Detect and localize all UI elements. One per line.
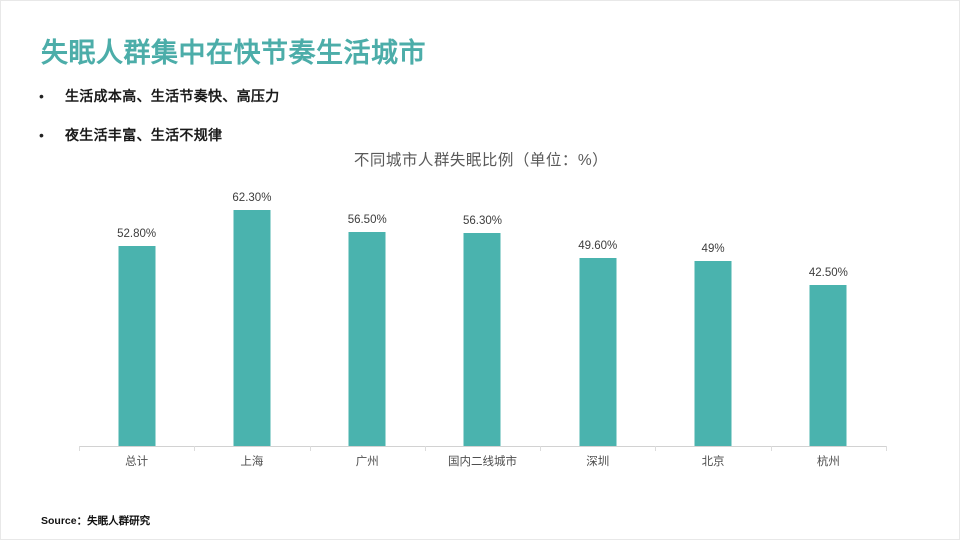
x-axis-category-label: 杭州 [816, 456, 840, 468]
bar[interactable] [809, 285, 847, 446]
bar-slot: 52.80% [79, 181, 194, 446]
x-axis-category-label: 上海 [240, 456, 264, 468]
x-axis-category-label: 深圳 [586, 456, 610, 468]
bar-slot: 49.60% [540, 181, 655, 446]
bullet-marker-icon: • [39, 88, 44, 104]
x-axis-category-label: 北京 [701, 456, 725, 468]
bar-value-label: 52.80% [117, 228, 157, 241]
x-axis-category-label: 国内二线城市 [447, 456, 517, 468]
bar-slot: 49% [655, 181, 770, 446]
bar-slot: 56.50% [310, 181, 425, 446]
bullet-marker-icon: • [39, 127, 44, 143]
source-note: Source：失眠人群研究 [41, 515, 151, 527]
bar-value-label: 56.30% [462, 214, 502, 227]
page-title: 失眠人群集中在快节奏生活城市 [41, 38, 426, 68]
bullet-text: 生活成本高、生活节奏快、高压力 [65, 88, 280, 104]
bar-slot: 42.50% [771, 181, 886, 446]
x-axis-tick [424, 446, 426, 451]
chart-plot-area: 52.80% 62.30% 56.50% 56.30% 49.60% 49% 42.50% [79, 181, 886, 446]
bar[interactable] [694, 260, 732, 446]
x-axis-tick [655, 446, 657, 451]
bullet-item: • 生活成本高、生活节奏快、高压力 [39, 86, 280, 106]
x-axis-line [79, 446, 886, 447]
chart-title: 不同城市人群失眠比例（单位：%） [353, 152, 609, 169]
bar-value-label: 49% [701, 242, 725, 255]
x-axis-tick [194, 446, 196, 451]
bar-slot: 62.30% [194, 181, 309, 446]
bullet-item: • 夜生活丰富、生活不规律 [39, 125, 222, 145]
bar-slot: 56.30% [425, 181, 540, 446]
bar-value-label: 49.60% [578, 240, 618, 253]
bar[interactable] [118, 246, 156, 446]
x-axis-tick [540, 446, 542, 451]
x-axis-tick [770, 446, 772, 451]
bullet-text: 夜生活丰富、生活不规律 [65, 127, 223, 143]
x-axis-tick [309, 446, 311, 451]
bar-value-label: 62.30% [232, 192, 272, 205]
bar-value-label: 56.50% [347, 214, 387, 227]
bar-value-label: 42.50% [808, 267, 848, 280]
x-axis-category-label: 广州 [355, 456, 379, 468]
x-axis-tick [886, 446, 887, 451]
x-axis-category-label: 总计 [125, 456, 149, 468]
bar[interactable] [579, 258, 617, 446]
x-axis-tick [79, 446, 80, 451]
bar[interactable] [348, 232, 386, 446]
bar[interactable] [233, 210, 271, 446]
bar[interactable] [463, 232, 501, 446]
